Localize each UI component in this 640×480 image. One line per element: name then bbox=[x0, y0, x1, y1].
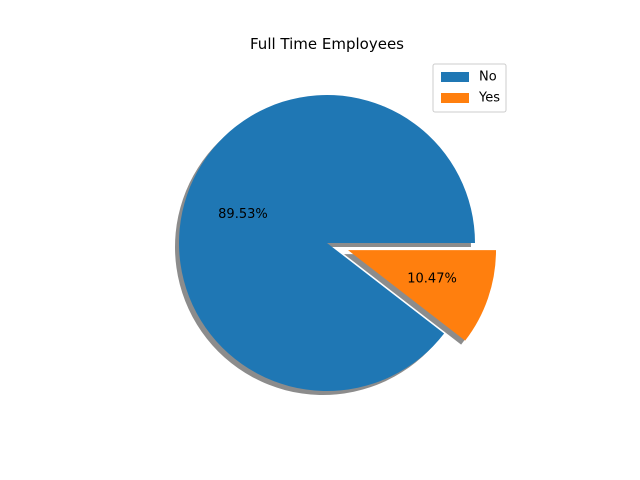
pie-label-no: 89.53% bbox=[218, 207, 268, 222]
legend-entries: No Yes bbox=[441, 70, 500, 106]
legend-label-no: No bbox=[479, 70, 497, 85]
pie-slice-yes bbox=[348, 250, 497, 341]
pie-slice-no bbox=[179, 94, 476, 392]
legend-label-yes: Yes bbox=[478, 91, 500, 106]
chart-title: Full Time Employees bbox=[250, 35, 404, 53]
pie-slices bbox=[179, 94, 497, 392]
pie-label-yes: 10.47% bbox=[407, 271, 457, 286]
legend: No Yes bbox=[432, 63, 507, 113]
legend-swatch-no bbox=[441, 72, 469, 82]
pie-labels: 89.53% 10.47% bbox=[218, 207, 457, 287]
legend-swatch-yes bbox=[441, 93, 469, 103]
